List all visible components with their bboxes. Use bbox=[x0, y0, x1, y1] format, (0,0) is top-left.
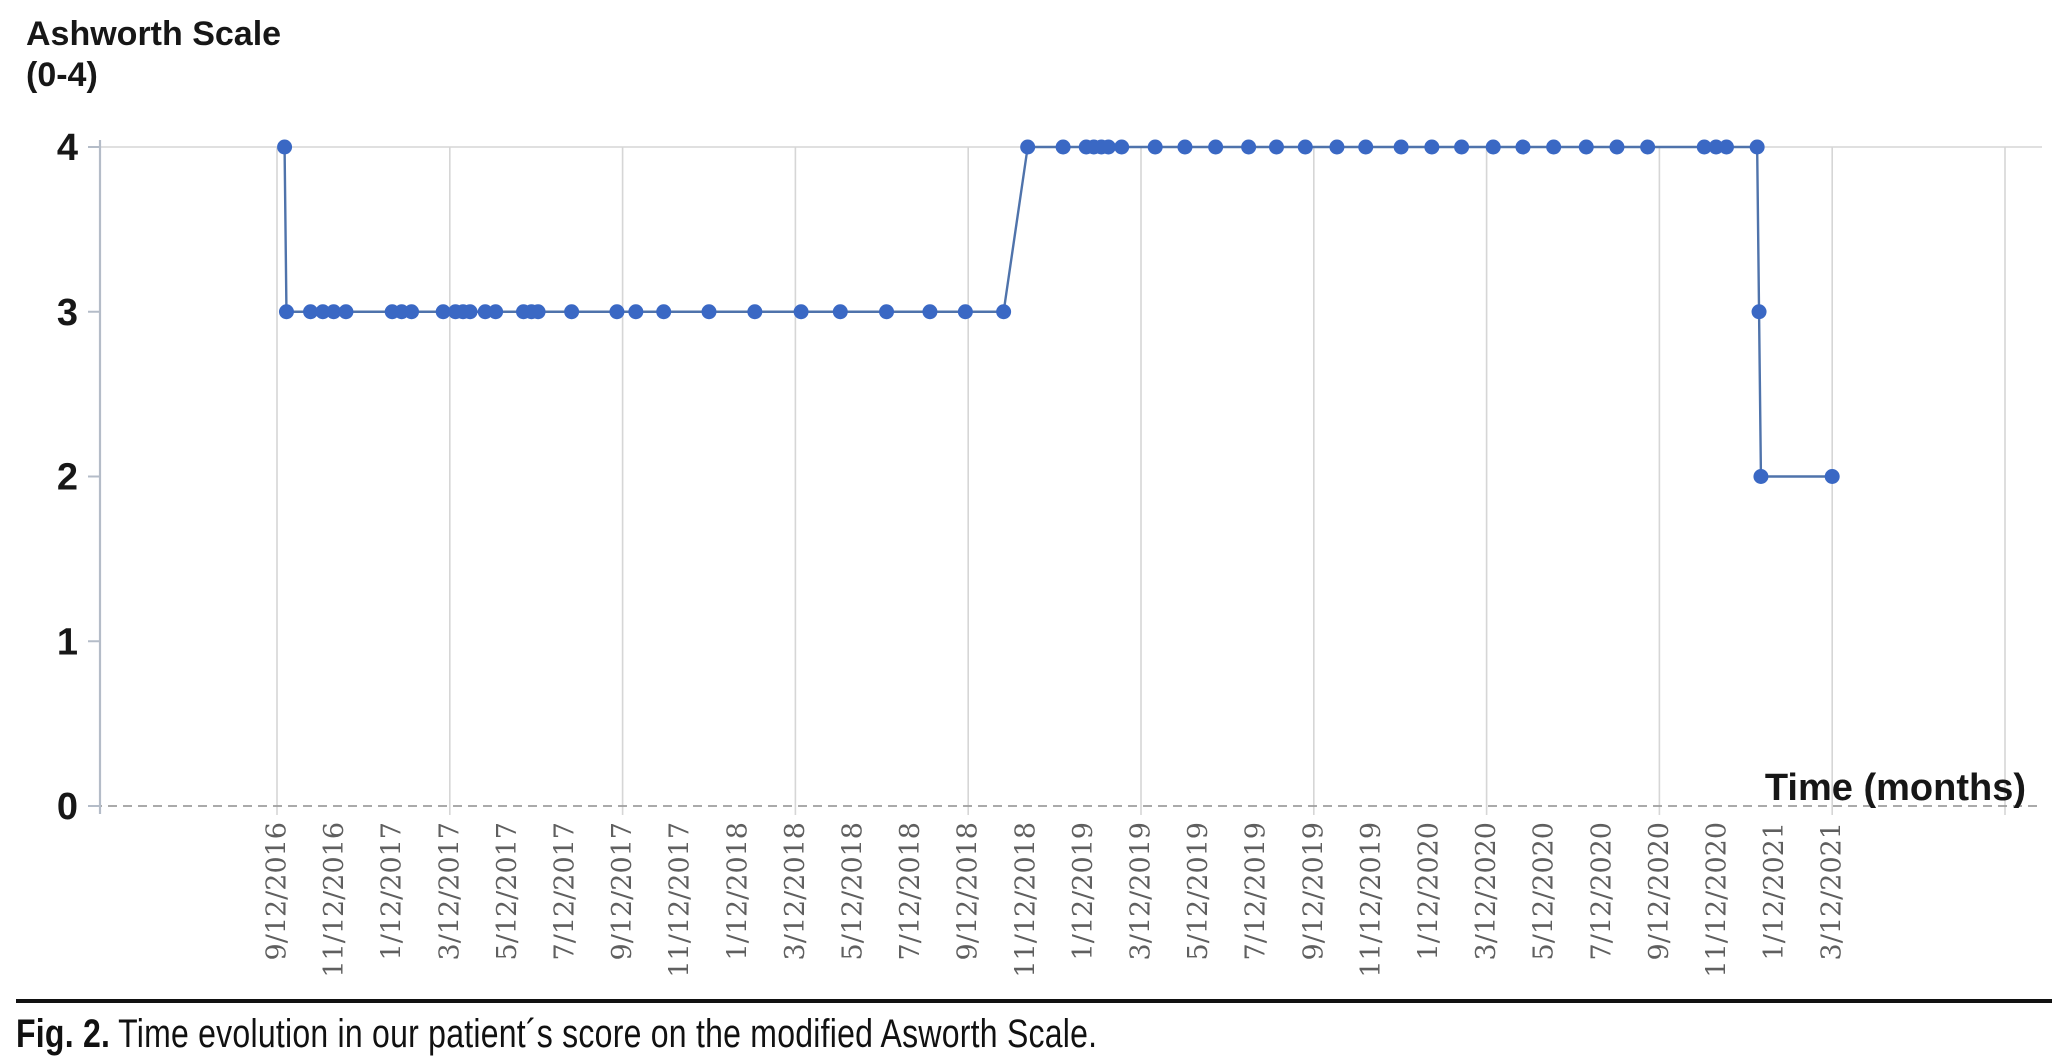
data-point bbox=[530, 304, 546, 320]
data-point bbox=[1329, 139, 1345, 155]
data-point bbox=[1424, 139, 1440, 155]
x-tick-label: 7/12/2017 bbox=[550, 822, 581, 960]
data-point bbox=[1297, 139, 1313, 155]
y-tick-label: 3 bbox=[57, 292, 78, 334]
data-point bbox=[1268, 139, 1284, 155]
data-point bbox=[879, 304, 895, 320]
data-point bbox=[1751, 304, 1767, 320]
x-tick-label: 7/12/2020 bbox=[1586, 822, 1617, 960]
data-point bbox=[793, 304, 809, 320]
data-point bbox=[1358, 139, 1374, 155]
y-axis-title-line1: Ashworth Scale bbox=[26, 15, 282, 53]
x-tick-label: 11/12/2016 bbox=[319, 822, 350, 978]
x-tick-label: 3/12/2018 bbox=[780, 822, 811, 960]
data-point bbox=[1393, 139, 1409, 155]
x-tick-label: 5/12/2018 bbox=[838, 822, 869, 960]
x-tick-label: 9/12/2018 bbox=[953, 822, 984, 960]
figure-caption-label: Fig. 2. bbox=[16, 1012, 111, 1056]
data-point bbox=[957, 304, 973, 320]
data-point bbox=[477, 304, 493, 320]
data-point bbox=[1718, 139, 1734, 155]
x-tick-label: 3/12/2021 bbox=[1817, 822, 1848, 960]
x-tick-label: 3/12/2020 bbox=[1471, 822, 1502, 960]
x-tick-label: 11/12/2017 bbox=[665, 822, 696, 978]
data-point bbox=[609, 304, 625, 320]
x-tick-label: 11/12/2019 bbox=[1356, 822, 1387, 978]
data-point bbox=[1020, 139, 1036, 155]
data-point bbox=[1454, 139, 1470, 155]
data-point bbox=[1208, 139, 1224, 155]
data-point bbox=[488, 304, 504, 320]
data-point bbox=[1749, 139, 1765, 155]
y-tick-label: 2 bbox=[57, 457, 78, 499]
x-tick-label: 5/12/2017 bbox=[492, 822, 523, 960]
data-point bbox=[1640, 139, 1656, 155]
data-point bbox=[1241, 139, 1257, 155]
data-point bbox=[1055, 139, 1071, 155]
x-axis-title: Time (months) bbox=[1765, 767, 2026, 809]
x-tick-label: 9/12/2016 bbox=[262, 822, 293, 960]
data-point bbox=[922, 304, 938, 320]
data-point bbox=[1609, 139, 1625, 155]
x-tick-label: 9/12/2017 bbox=[607, 822, 638, 960]
data-point bbox=[656, 304, 672, 320]
y-axis-title: Ashworth Scale (0-4) bbox=[26, 14, 281, 96]
x-tick-label: 11/12/2018 bbox=[1010, 822, 1041, 978]
data-point bbox=[996, 304, 1012, 320]
x-tick-label: 9/12/2019 bbox=[1298, 822, 1329, 960]
data-point bbox=[564, 304, 580, 320]
x-tick-label: 3/12/2017 bbox=[434, 822, 465, 960]
data-point bbox=[832, 304, 848, 320]
x-tick-label: 1/12/2020 bbox=[1414, 822, 1445, 960]
data-point bbox=[1147, 139, 1163, 155]
x-tick-label: 5/12/2019 bbox=[1183, 822, 1214, 960]
data-point bbox=[1100, 139, 1116, 155]
data-point bbox=[435, 304, 451, 320]
y-tick-label: 0 bbox=[57, 786, 78, 828]
data-point bbox=[1708, 139, 1724, 155]
data-point bbox=[628, 304, 644, 320]
caption-divider bbox=[16, 999, 2052, 1003]
data-point bbox=[747, 304, 763, 320]
data-point bbox=[701, 304, 717, 320]
data-point bbox=[1485, 139, 1501, 155]
data-point bbox=[1578, 139, 1594, 155]
data-point bbox=[1546, 139, 1562, 155]
y-tick-label: 1 bbox=[57, 621, 78, 663]
data-point bbox=[1753, 469, 1769, 484]
x-tick-label: 1/12/2019 bbox=[1068, 822, 1099, 960]
data-point bbox=[1696, 139, 1712, 155]
data-point bbox=[1824, 469, 1840, 484]
x-tick-label: 7/12/2019 bbox=[1241, 822, 1272, 960]
data-point bbox=[1114, 139, 1130, 155]
data-point bbox=[277, 139, 293, 155]
x-tick-label: 1/12/2021 bbox=[1759, 822, 1790, 960]
data-point bbox=[278, 304, 294, 320]
data-point bbox=[326, 304, 342, 320]
data-point bbox=[303, 304, 319, 320]
x-tick-label: 7/12/2018 bbox=[895, 822, 926, 960]
data-point bbox=[315, 304, 331, 320]
figure-caption: Fig. 2. Time evolution in our patient´s s… bbox=[16, 1012, 1097, 1057]
data-point bbox=[1515, 139, 1531, 155]
x-tick-label: 11/12/2020 bbox=[1702, 822, 1733, 978]
y-tick-label: 4 bbox=[57, 127, 78, 169]
x-tick-label: 9/12/2020 bbox=[1644, 822, 1675, 960]
data-point bbox=[404, 304, 420, 320]
data-point bbox=[462, 304, 478, 320]
x-tick-label: 1/12/2017 bbox=[377, 822, 408, 960]
x-tick-label: 1/12/2018 bbox=[722, 822, 753, 960]
data-point bbox=[338, 304, 354, 320]
figure-caption-text: Time evolution in our patient´s score on… bbox=[118, 1012, 1098, 1056]
y-axis-title-line2: (0-4) bbox=[26, 55, 98, 94]
data-point bbox=[1177, 139, 1193, 155]
x-tick-label: 3/12/2019 bbox=[1126, 822, 1157, 960]
x-tick-label: 5/12/2020 bbox=[1529, 822, 1560, 960]
